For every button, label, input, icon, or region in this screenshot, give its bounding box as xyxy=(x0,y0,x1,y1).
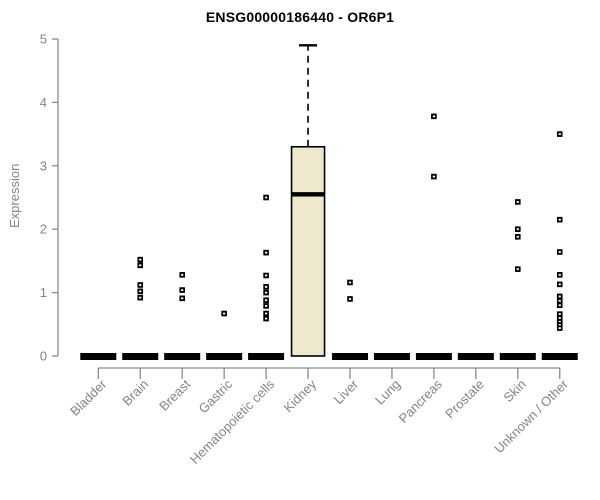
outlier-point-center xyxy=(558,218,561,221)
chart-title: ENSG00000186440 - OR6P1 xyxy=(205,9,395,25)
box-median xyxy=(291,192,325,197)
box-kidney xyxy=(290,145,326,357)
outlier-point-center xyxy=(432,115,435,118)
x-tick-label: Lung xyxy=(372,377,403,408)
outlier-point-center xyxy=(516,268,519,271)
outlier-point-center xyxy=(516,228,519,231)
y-tick-label: 4 xyxy=(40,95,47,110)
outlier-point-center xyxy=(348,298,352,300)
x-tick-label: Unknown / Other xyxy=(491,376,571,456)
outlier-point-center xyxy=(558,273,561,276)
zero-bar xyxy=(206,353,243,360)
zero-bar xyxy=(541,353,578,360)
y-tick-label: 3 xyxy=(40,158,47,173)
zero-bar xyxy=(122,353,159,360)
outlier-point-center xyxy=(181,297,184,300)
outlier-point-center xyxy=(558,327,561,330)
zero-bar xyxy=(164,353,201,360)
outlier-point-center xyxy=(558,299,561,302)
zero-bar xyxy=(457,353,494,360)
outlier-point-center xyxy=(139,264,142,267)
x-tick-label: Skin xyxy=(500,377,528,405)
outlier-point-center xyxy=(558,251,561,253)
outlier-point-center xyxy=(558,313,561,316)
outlier-point-center xyxy=(139,290,142,293)
x-tick-label: Pancreas xyxy=(396,376,446,426)
outlier-point-center xyxy=(558,317,561,319)
x-tick-label: Prostate xyxy=(442,377,487,422)
outlier-point-center xyxy=(181,273,184,276)
outlier-point-center xyxy=(558,133,561,135)
outlier-point-center xyxy=(516,201,519,203)
x-tick-label: Liver xyxy=(331,376,362,407)
zero-bar xyxy=(248,353,285,360)
x-tick-label: Gastric xyxy=(196,376,236,416)
outlier-point-center xyxy=(139,296,142,299)
outlier-point-center xyxy=(558,283,561,286)
x-tick-label: Kidney xyxy=(280,376,319,415)
outlier-point-center xyxy=(516,235,519,238)
outlier-point-center xyxy=(558,324,561,326)
outlier-point-center xyxy=(265,251,268,254)
zero-bar xyxy=(332,353,368,360)
outlier-point-center xyxy=(265,291,268,294)
outlier-point-center xyxy=(265,312,268,315)
zero-bar xyxy=(373,353,410,360)
outlier-point-center xyxy=(265,285,268,288)
outlier-point-center xyxy=(265,299,268,302)
y-tick-label: 0 xyxy=(40,349,47,364)
x-tick-label: Bladder xyxy=(67,376,110,419)
outlier-point-center xyxy=(265,317,268,320)
x-tick-label: Brain xyxy=(119,377,151,409)
outlier-point-center xyxy=(265,305,268,307)
y-tick-label: 5 xyxy=(40,32,47,47)
outlier-point-center xyxy=(265,196,268,199)
zero-bar xyxy=(499,353,536,360)
outlier-point-center xyxy=(558,320,561,323)
outlier-point-center xyxy=(181,289,184,291)
outlier-point-center xyxy=(139,284,142,286)
y-tick-label: 1 xyxy=(40,285,47,300)
x-tick-label: Breast xyxy=(156,376,193,413)
outlier-point-center xyxy=(223,312,226,315)
outlier-point-center xyxy=(348,281,352,284)
zero-bar xyxy=(415,353,452,360)
zero-bar xyxy=(80,353,117,360)
outlier-point-center xyxy=(558,295,561,298)
outlier-point-center xyxy=(265,274,268,277)
outlier-point-center xyxy=(139,258,142,261)
outlier-point-center xyxy=(432,175,435,178)
y-tick-label: 2 xyxy=(40,222,47,237)
outlier-point-center xyxy=(558,304,561,307)
